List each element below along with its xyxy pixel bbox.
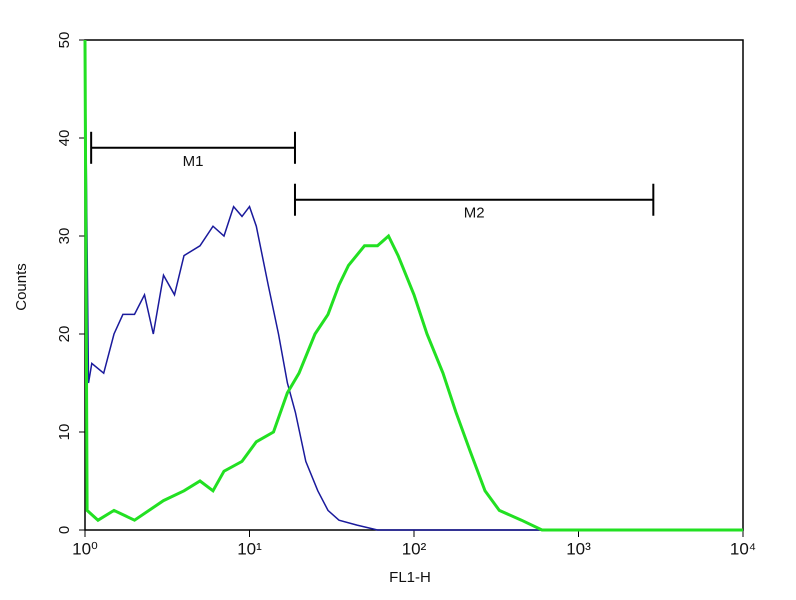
y-tick-label: 40 — [56, 130, 73, 147]
y-tick-label: 0 — [56, 526, 73, 534]
histogram-line — [83, 39, 743, 532]
y-tick-label: 20 — [56, 326, 73, 343]
x-tick-label: 10⁴ — [730, 539, 756, 558]
histogram-line — [84, 39, 743, 531]
plot-frame — [84, 39, 744, 531]
y-tick-label: 10 — [56, 424, 73, 441]
y-tick-label: 50 — [56, 32, 73, 49]
y-tick-label: 30 — [56, 228, 73, 245]
x-tick-label: 10³ — [566, 539, 591, 558]
x-tick-label: 10¹ — [237, 539, 262, 558]
x-tick-label: 10² — [402, 539, 427, 558]
y-axis-label: Counts — [13, 263, 30, 311]
x-tick-label: 10⁰ — [72, 539, 98, 558]
x-axis-label: FL1-H — [389, 569, 431, 586]
marker-label: M1 — [183, 153, 204, 170]
marker-label: M2 — [464, 205, 485, 222]
